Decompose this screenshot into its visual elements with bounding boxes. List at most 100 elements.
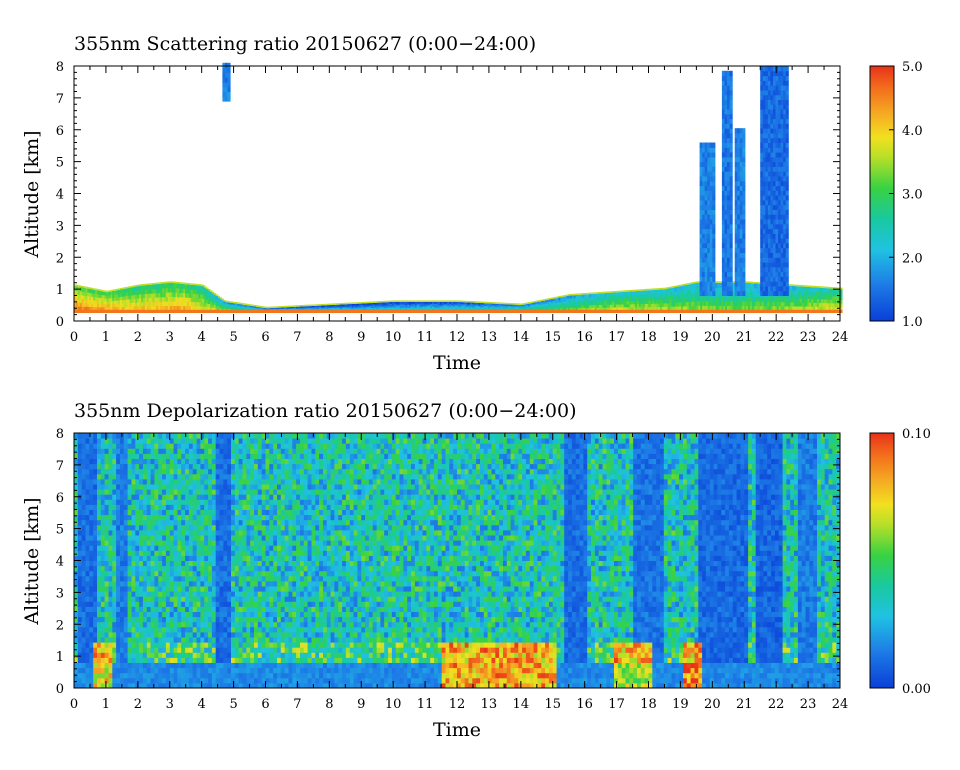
depol-cell [97, 591, 102, 597]
layer-edge [181, 282, 184, 284]
aerosol-cell [503, 308, 506, 310]
aerosol-cell [508, 305, 512, 307]
aerosol-cell [807, 294, 810, 299]
aerosol-cell [380, 305, 383, 307]
aerosol-cell [391, 303, 395, 306]
depol-cell [81, 560, 86, 567]
surface-layer-cell [525, 309, 529, 313]
aerosol-cell [98, 303, 102, 308]
surface-layer-cell [169, 309, 173, 313]
aerosol-cell [656, 299, 659, 304]
surface-layer-cell [596, 309, 600, 313]
aerosol-cell [420, 305, 424, 308]
y-tick-label: 5 [56, 156, 64, 171]
surface-layer-cell [403, 309, 406, 313]
aerosol-cell [376, 303, 380, 306]
aerosol-cell [332, 305, 335, 308]
aerosol-cell [803, 306, 807, 311]
aerosol-cell [478, 306, 481, 309]
cloud-cell [724, 185, 728, 191]
layer-edge [443, 300, 447, 302]
depol-cell [85, 478, 90, 485]
aerosol-cell [788, 301, 791, 307]
aerosol-cell [462, 302, 466, 305]
layer-edge [447, 300, 450, 302]
aerosol-cell [345, 308, 349, 310]
aerosol-cell [204, 287, 207, 293]
layer-edge [231, 301, 234, 303]
depol-cell [85, 560, 90, 567]
aerosol-cell [654, 306, 657, 311]
aerosol-cell [696, 291, 699, 297]
aerosol-cell [330, 305, 334, 308]
aerosol-cell [97, 290, 100, 295]
aerosol-cell [368, 308, 372, 311]
aerosol-cell [604, 298, 607, 303]
surface-layer-cell [556, 309, 560, 313]
surface-layer-cell [474, 309, 477, 313]
aerosol-cell [610, 307, 613, 311]
aerosol-cell [347, 304, 351, 306]
aerosol-cell [840, 296, 843, 301]
aerosol-cell [361, 303, 364, 306]
layer-edge [681, 284, 684, 286]
aerosol-cell [363, 306, 366, 309]
aerosol-cell [525, 307, 529, 310]
surface-layer-cell [275, 309, 278, 313]
cloud-cell [727, 113, 731, 120]
aerosol-cell [598, 293, 602, 297]
layer-edge [319, 304, 322, 306]
aerosol-cell [418, 304, 422, 307]
aerosol-cell [324, 305, 328, 307]
aerosol-cell [135, 290, 138, 295]
aerosol-cell [121, 302, 125, 307]
aerosol-cell [169, 287, 173, 293]
cloud-cell [699, 262, 703, 268]
aerosol-cell [485, 304, 489, 307]
layer-edge [503, 302, 506, 305]
aerosol-cell [340, 304, 343, 306]
depol-cell [97, 657, 102, 663]
aerosol-cell [801, 294, 805, 299]
cloud-cell [727, 128, 731, 134]
aerosol-cell [679, 294, 682, 299]
depol-cell [97, 596, 102, 602]
aerosol-cell [162, 301, 165, 307]
surface-layer-cell [487, 309, 491, 313]
aerosol-cell [717, 296, 720, 302]
aerosol-cell [525, 306, 529, 308]
layer-edge [671, 286, 674, 288]
cloud-cell [727, 266, 731, 273]
depol-cell [97, 524, 102, 531]
aerosol-cell [97, 300, 100, 304]
aerosol-cell [608, 301, 611, 305]
aerosol-cell [556, 297, 560, 301]
surface-layer-cell [123, 309, 127, 313]
cloud-cell [712, 147, 716, 153]
surface-layer-cell [110, 309, 113, 313]
aerosol-cell [614, 301, 617, 305]
aerosol-cell [541, 303, 544, 306]
aerosol-cell [570, 300, 573, 304]
aerosol-cell [85, 302, 88, 307]
surface-layer-cell [137, 309, 140, 313]
surface-layer-cell [395, 309, 399, 313]
aerosol-cell [453, 304, 456, 307]
depol-cell [108, 565, 113, 572]
cloud-cell [227, 62, 231, 69]
surface-layer-cell [347, 309, 351, 313]
aerosol-cell [552, 300, 556, 303]
aerosol-cell [694, 296, 697, 302]
cloud-cell [742, 238, 746, 244]
cloud-cell [709, 142, 713, 148]
aerosol-cell [658, 289, 661, 294]
aerosol-cell [200, 293, 203, 299]
layer-edge [686, 283, 690, 285]
surface-layer-cell [120, 309, 123, 313]
aerosol-cell [466, 304, 470, 307]
cloud-cell [724, 242, 728, 249]
cloud-cell [729, 109, 733, 115]
aerosol-cell [418, 307, 422, 310]
aerosol-cell [836, 292, 839, 297]
aerosol-cell [116, 290, 119, 295]
